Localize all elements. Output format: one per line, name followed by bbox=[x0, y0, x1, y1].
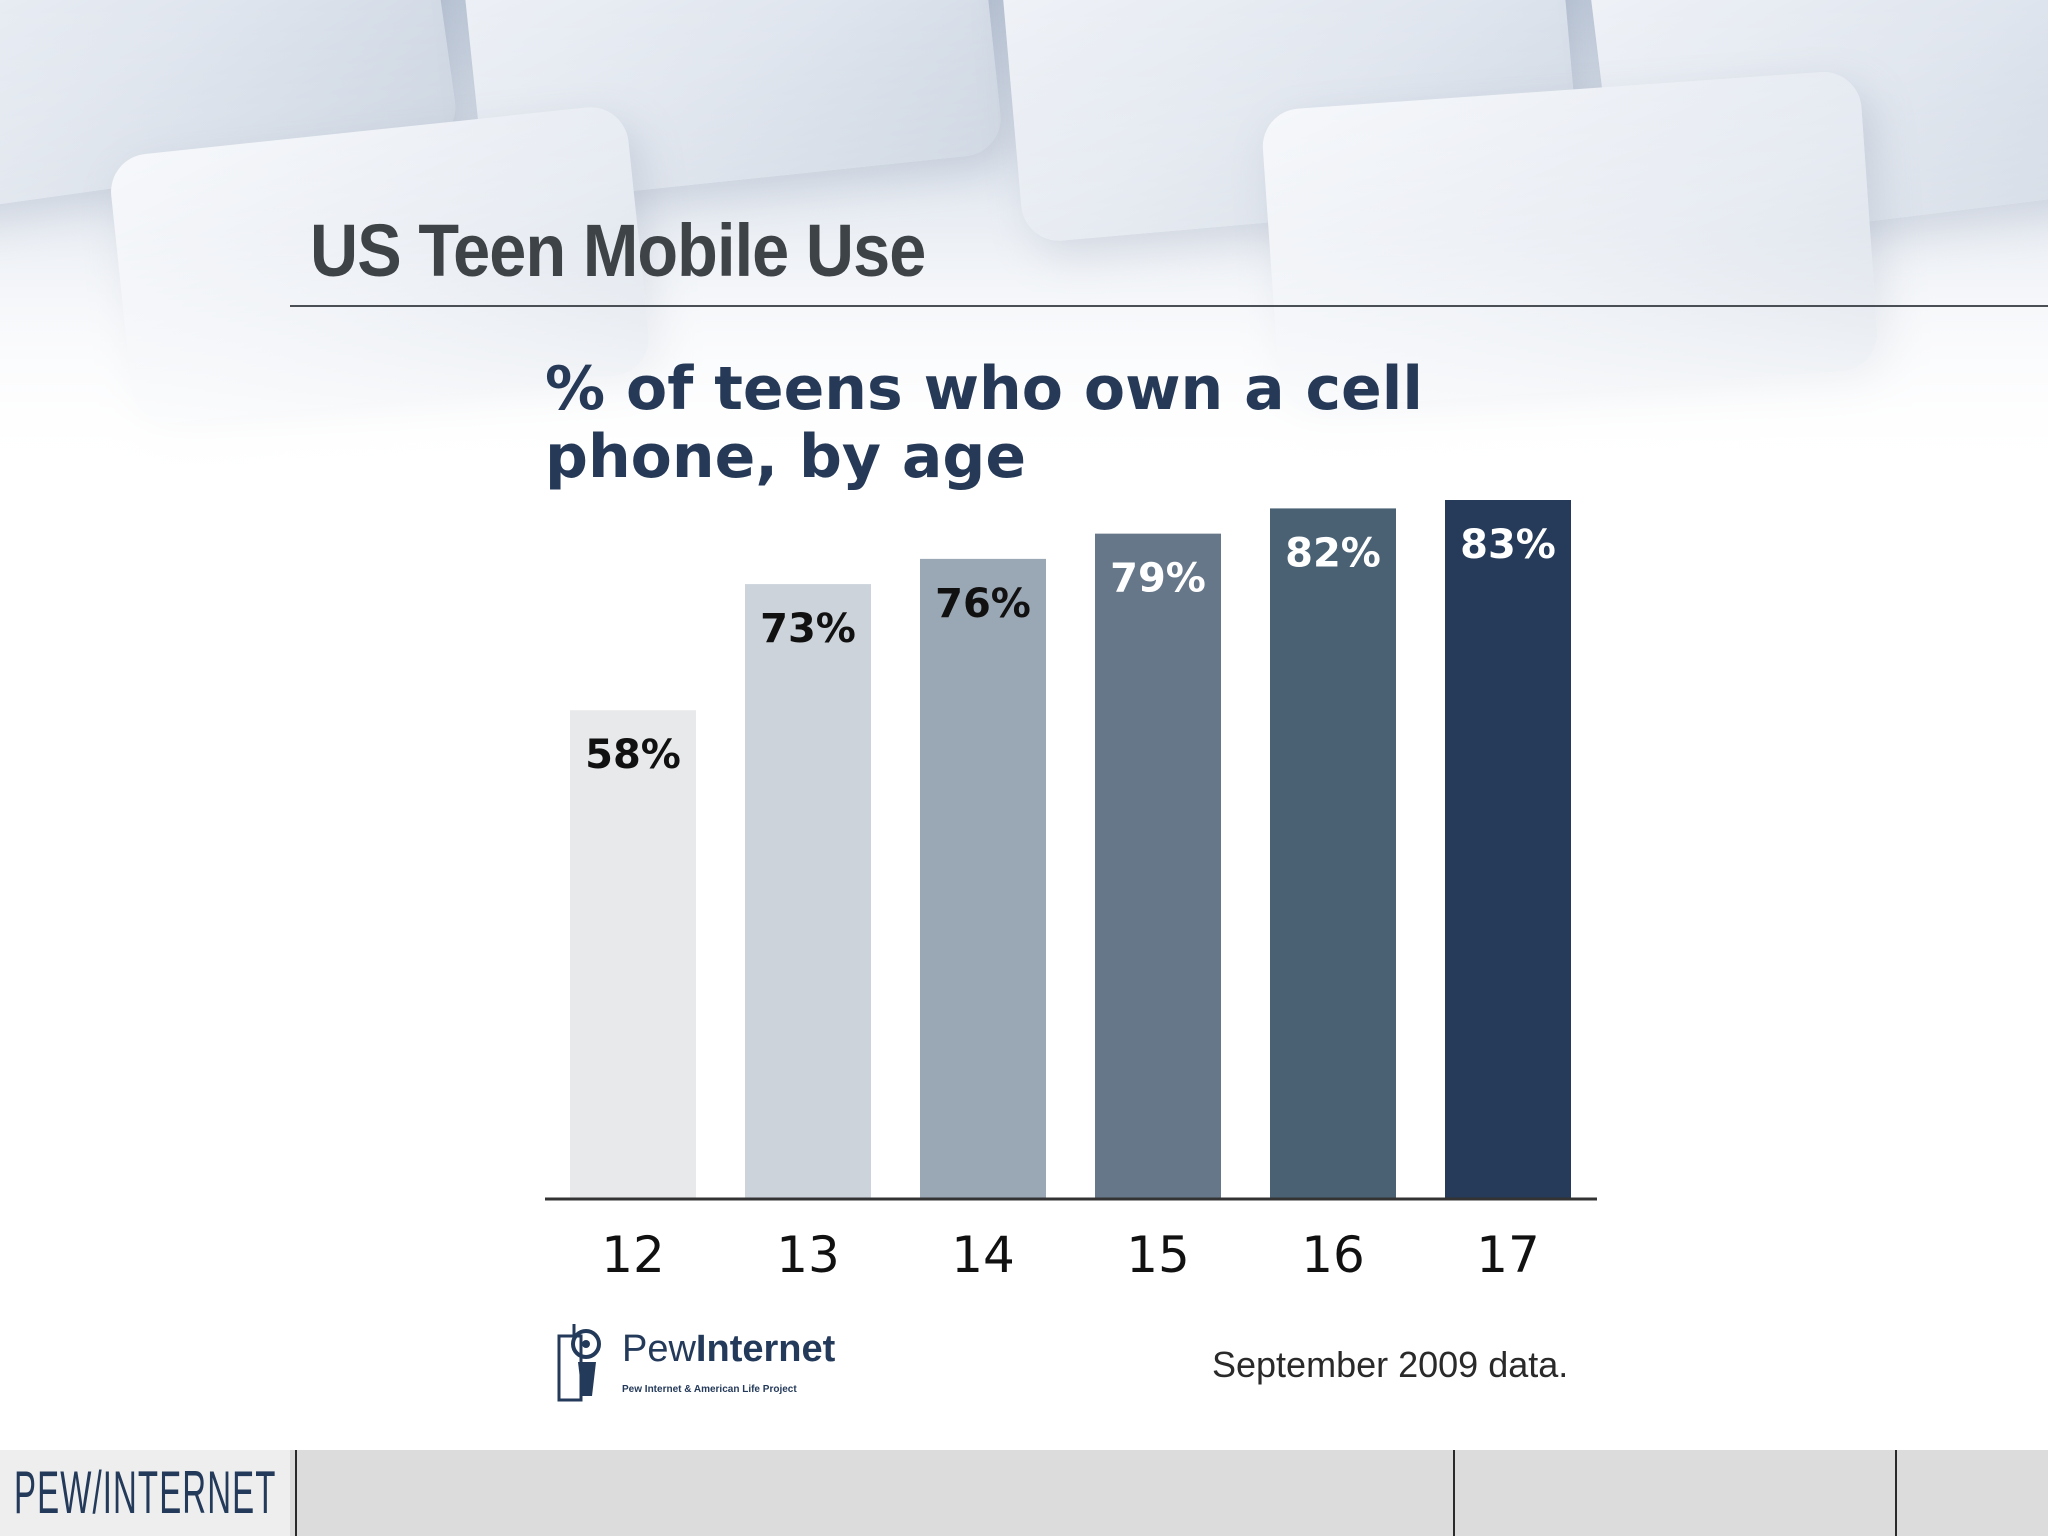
bar-age-15 bbox=[1095, 533, 1221, 1198]
data-label-age-12: 58% bbox=[585, 732, 681, 778]
chart-title: % of teens who own a cell phone, by age bbox=[545, 354, 1423, 492]
bar-age-12 bbox=[570, 710, 696, 1198]
background-fade bbox=[0, 0, 2048, 520]
data-label-age-16: 82% bbox=[1285, 530, 1381, 576]
pew-logo-icon bbox=[557, 1324, 601, 1402]
title-divider bbox=[290, 305, 2048, 307]
footer-brand: PEW/INTERNET bbox=[14, 1459, 277, 1526]
bar-age-14 bbox=[920, 558, 1046, 1198]
data-label-age-13: 73% bbox=[760, 606, 856, 652]
x-tick-label-14: 14 bbox=[951, 1226, 1015, 1284]
footer-divider bbox=[295, 1450, 297, 1536]
x-tick-label-13: 13 bbox=[776, 1226, 840, 1284]
bar-age-16 bbox=[1270, 508, 1396, 1198]
footer-divider bbox=[1453, 1450, 1455, 1536]
bar-age-13 bbox=[745, 584, 871, 1198]
x-tick-label-17: 17 bbox=[1476, 1226, 1540, 1284]
x-tick-label-15: 15 bbox=[1126, 1226, 1190, 1284]
x-tick-label-16: 16 bbox=[1301, 1226, 1365, 1284]
data-label-age-14: 76% bbox=[935, 581, 1031, 627]
slide-title: US Teen Mobile Use bbox=[310, 209, 926, 292]
bar-age-17 bbox=[1445, 500, 1571, 1198]
pew-internet-logo: PewInternet Pew Internet & American Life… bbox=[556, 1322, 846, 1404]
footer-divider bbox=[1895, 1450, 1897, 1536]
x-tick-label-12: 12 bbox=[601, 1226, 665, 1284]
footer-logo-box: PEW/INTERNET bbox=[0, 1450, 290, 1536]
data-label-age-15: 79% bbox=[1110, 556, 1206, 602]
bottom-bar: PEW/INTERNET bbox=[0, 1450, 2048, 1536]
logo-tagline: Pew Internet & American Life Project bbox=[622, 1384, 797, 1395]
bar-chart: 58% 12 73% 13 76% 14 79% 15 82% 16 83% 17 bbox=[545, 500, 1597, 1284]
data-label-age-17: 83% bbox=[1460, 522, 1556, 568]
source-note: September 2009 data. bbox=[1212, 1344, 1569, 1385]
logo-word-pew: Pew bbox=[622, 1328, 696, 1370]
logo-word-internet: Internet bbox=[695, 1328, 836, 1370]
